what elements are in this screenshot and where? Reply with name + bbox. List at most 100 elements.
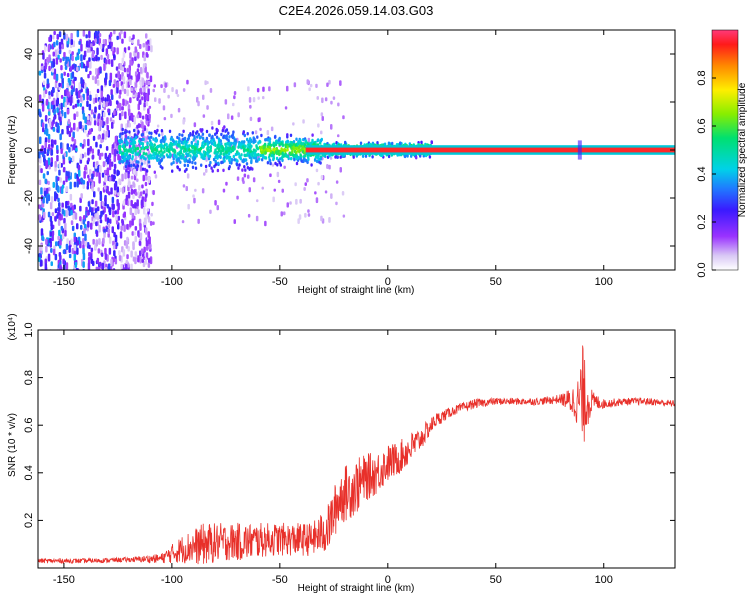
spectrogram-cell [105,59,108,65]
spectrogram-cell [99,144,102,149]
spectrogram-cell [148,257,151,264]
spectrogram-cell [253,153,256,158]
spectrogram-cell [130,175,134,180]
spectrogram-cell [96,88,100,94]
spectrogram-cell [114,234,118,243]
spectrogram-cell [139,250,142,257]
spectrogram-cell [73,143,76,151]
spectrogram-cell [132,194,135,200]
spectrogram-cell [94,38,97,43]
spectrogram-cell [85,34,88,39]
spectrogram-cell [134,208,137,216]
spectrogram-panel: -150 -100 -50 0 50 100 -40 -20 0 20 40 Height of s… [7,29,676,296]
spectrogram-cell [44,258,47,265]
spectrogram-cell [117,215,120,221]
spectrogram-cell [89,94,92,101]
spectrogram-cell [324,190,328,194]
figure-title: C2E4.2026.059.14.03.G03 [279,3,434,18]
spectrogram-cell [271,163,275,167]
spectrogram-cell [62,258,65,265]
spectrogram-cell [255,159,258,163]
spectrogram-cell [146,72,149,79]
spectrogram-cell [97,113,100,120]
spectrogram-cell [55,241,58,247]
spectrogram-cell [187,203,190,210]
spectrogram-cell [98,176,101,184]
y-tick-label: 40 [23,48,35,60]
spectrogram-cell [175,155,178,159]
spectrogram-cell [316,159,319,164]
spectrogram-cell [50,261,53,267]
spectrogram-cell [108,207,112,216]
spectrogram-cell [128,108,131,117]
spectrogram-cell [146,145,149,149]
spectrogram-cell [65,175,68,183]
spectrogram-cell [92,238,95,245]
spectrogram-cell [110,258,113,267]
spectrogram-cell [92,218,96,225]
y-tick-label: 0.4 [23,465,35,480]
spectrogram-cell [150,145,153,150]
spectrogram-cell [92,269,95,270]
spectrogram-cell [38,179,42,186]
spectrogram-cell [97,135,100,140]
spectrogram-cell [54,216,57,222]
spectrogram-cell [65,262,69,270]
spectrogram-cell [289,133,293,138]
spectrogram-cell [58,229,61,237]
spectrogram-cell [213,151,216,155]
spectrogram-cell [131,212,135,219]
spectrogram-cell [141,132,144,137]
spectrogram-cell [249,116,253,122]
spectrogram-cell [69,66,72,72]
spectrogram-cell [136,114,139,119]
spectrogram-cell [94,213,97,220]
spectrogram-cell [201,132,205,136]
spectrogram-cell [209,160,212,165]
spectrogram-cell [38,111,42,117]
spectrogram-cell [116,35,119,41]
spectrogram-cell [234,138,237,142]
spectrogram-cell [250,152,253,157]
spectrogram-cell [48,36,51,43]
spectrogram-cell [118,113,122,121]
spectrogram-cell [307,137,311,143]
spectrogram-cell [108,80,112,87]
spectrogram-cell [149,156,153,160]
spectrogram-cell [86,48,90,53]
spectrogram-cell [112,240,115,246]
spectrogram-cell [49,231,52,237]
spectrogram-cell [190,140,193,145]
spectrogram-cell [102,237,105,245]
spectrogram-cell [269,161,272,166]
spectrogram-cell [134,251,137,256]
spectrogram-cell [104,79,107,86]
spectrogram-cell [94,200,98,207]
spectrogram-cell [57,176,60,181]
spectrogram-cell [428,155,432,159]
colorbar-gradient [711,29,739,271]
spectrogram-cell [56,33,59,40]
spectrogram-cell [146,85,149,89]
spectrogram-cell [137,191,140,196]
spectrogram-cell [245,162,249,166]
spectrogram-cell [145,174,148,181]
spectrogram-cell [68,147,71,153]
spectrogram-cell [109,32,113,37]
spectrogram-cell [246,148,249,152]
spectrogram-cell [230,115,234,120]
spectrogram-cell [137,51,140,59]
spectrogram-cell [76,181,79,188]
spectrogram-cell [328,217,331,223]
spectrogram-cell [58,169,61,176]
spectrogram-cell [244,158,248,162]
spectrogram-cell [117,70,120,79]
spectrogram-cell [138,185,141,191]
spectrogram-cell [129,97,132,104]
spectrogram-cell [147,231,150,238]
spectrogram-cell [209,88,213,93]
spectrogram-cell [194,188,197,192]
spectrogram-cell [134,136,138,140]
spectrogram-cell [154,174,158,179]
spectrogram-y-label: Frequency (Hz) [7,116,18,185]
